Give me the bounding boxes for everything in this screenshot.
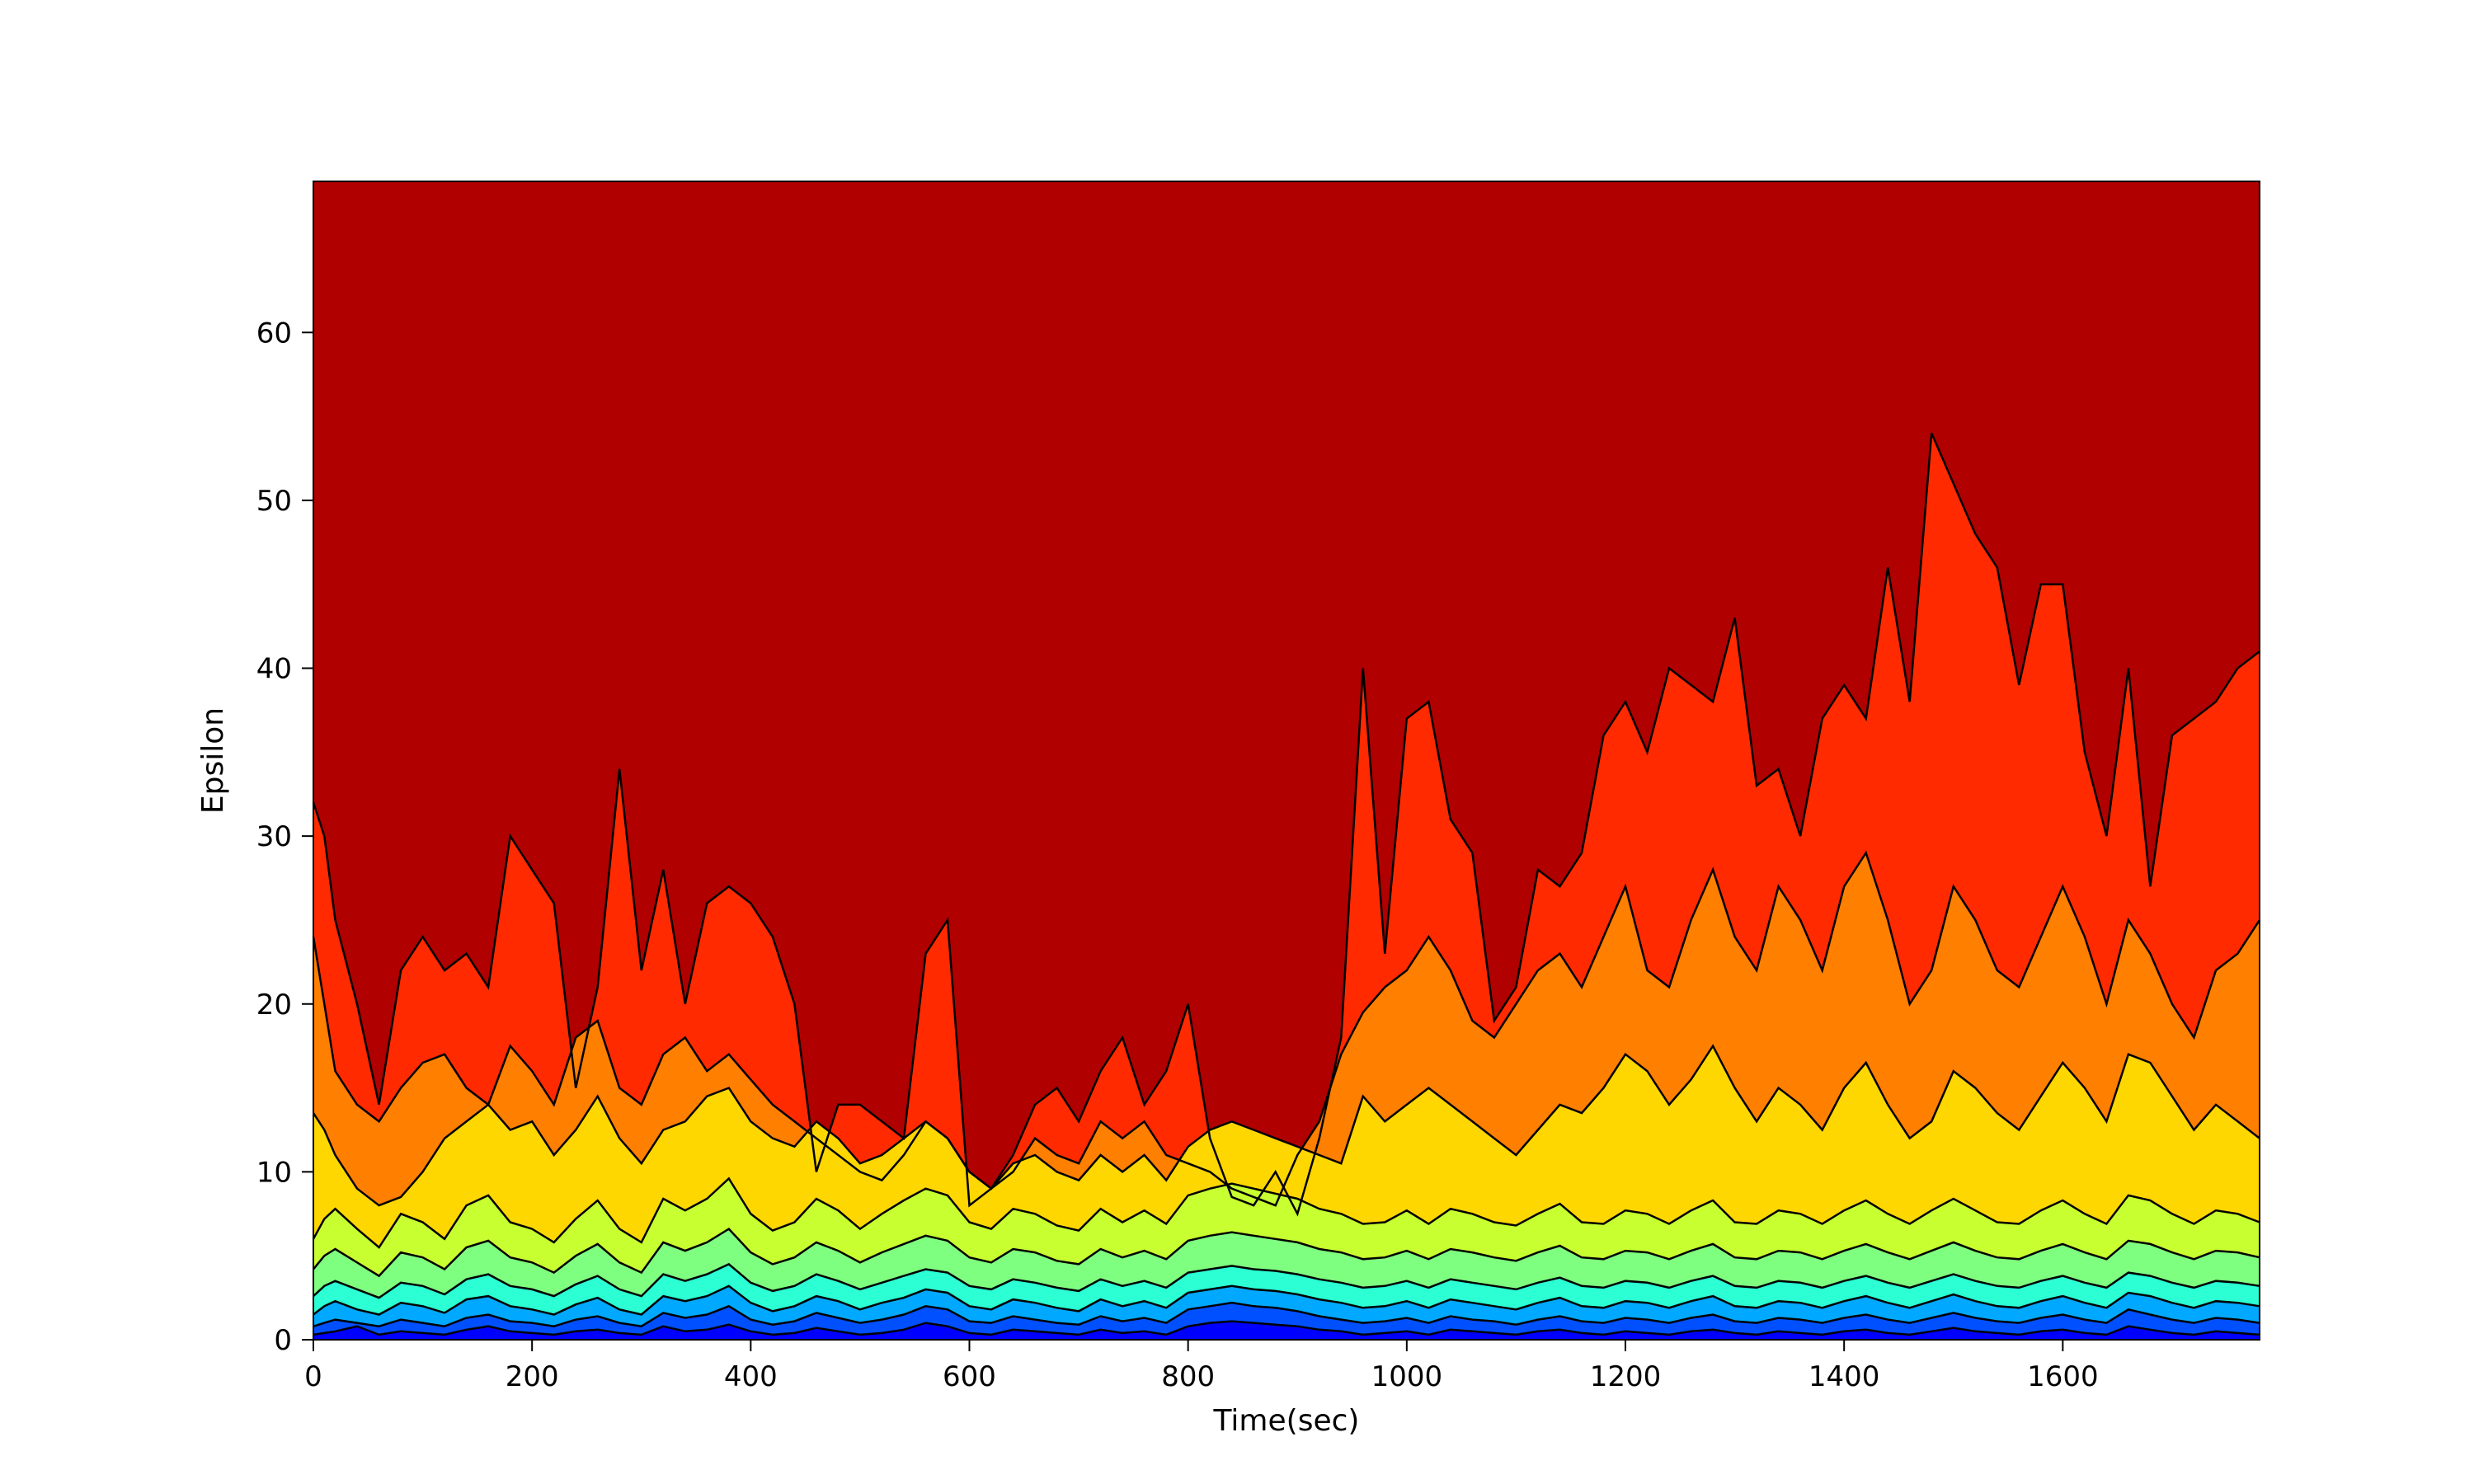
contour-line-level-4 (313, 1262, 2260, 1299)
contour-band-level-1 (313, 1321, 2260, 1340)
y-tick-label: 10 (256, 1156, 292, 1189)
contour-line-level-8 (312, 850, 2261, 1207)
y-tick-label: 50 (256, 485, 292, 518)
contour-band-level-2 (313, 1303, 2260, 1340)
contour-line-level-1 (313, 1320, 2260, 1336)
x-axis: 0 200 400 600 800 1000 1200 1400 1600 (304, 1340, 2099, 1393)
y-tick-label: 40 (256, 653, 292, 686)
y-tick-label: 30 (256, 820, 292, 853)
contour-line-level-3 (313, 1284, 2260, 1316)
contour-line-level-9 (312, 432, 2260, 1217)
x-tick-label: 600 (943, 1360, 996, 1393)
y-axis: 0 10 20 30 40 50 60 (256, 317, 313, 1357)
x-tick-label: 800 (1161, 1360, 1215, 1393)
x-tick-label: 1000 (1371, 1360, 1443, 1393)
contour-fills (313, 181, 2260, 1340)
x-tick-label: 1400 (1808, 1360, 1880, 1393)
x-tick-label: 200 (506, 1360, 559, 1393)
contour-line-level-5 (313, 1227, 2260, 1278)
x-tick-label: 400 (724, 1360, 778, 1393)
contour-line-level-6 (312, 1176, 2260, 1249)
contour-lines (312, 432, 2261, 1336)
x-tick-label: 1600 (2027, 1360, 2099, 1393)
y-axis-label: Epsilon (196, 707, 230, 814)
y-tick-label: 60 (256, 317, 292, 350)
contour-line-level-2 (313, 1301, 2260, 1328)
contour-line-level-7 (312, 1044, 2260, 1207)
x-tick-label: 1200 (1590, 1360, 1662, 1393)
y-tick-label: 20 (256, 989, 292, 1021)
x-axis-label: Time(sec) (1213, 1404, 1360, 1438)
y-tick-label: 0 (274, 1324, 292, 1357)
x-tick-label: 0 (304, 1360, 322, 1393)
plot-frame (313, 181, 2260, 1341)
